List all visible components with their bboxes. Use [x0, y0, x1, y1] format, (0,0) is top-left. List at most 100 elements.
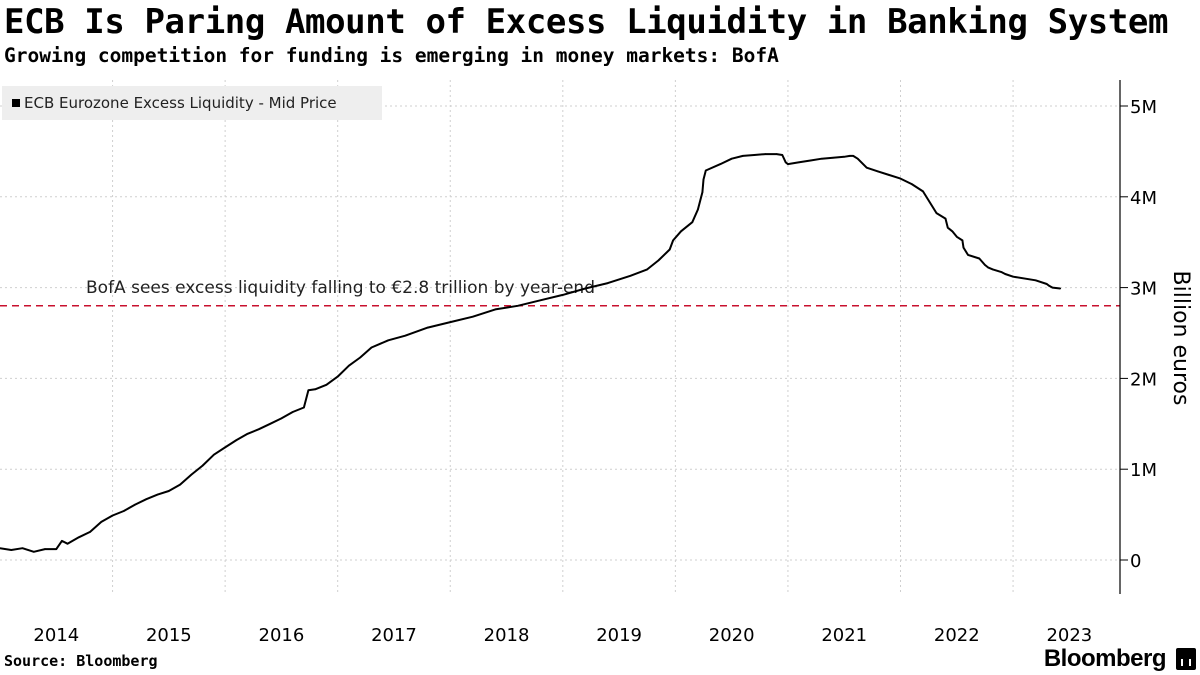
data-point — [701, 191, 704, 194]
data-point — [111, 514, 114, 517]
data-point — [992, 268, 994, 271]
data-point — [672, 239, 674, 242]
chart-title: ECB Is Paring Amount of Excess Liquidity… — [4, 2, 1169, 42]
data-point — [877, 170, 879, 173]
data-point — [931, 205, 933, 207]
data-point — [680, 230, 682, 233]
x-tick-label: 2015 — [146, 625, 192, 646]
data-point — [370, 346, 373, 349]
data-point — [1001, 271, 1003, 274]
legend-label: ECB Eurozone Excess Liquidity - Mid Pric… — [24, 94, 337, 112]
data-point — [764, 153, 767, 155]
data-point — [123, 510, 125, 512]
data-point — [224, 446, 226, 449]
data-point — [967, 254, 969, 256]
legend-swatch — [12, 99, 20, 107]
x-tick-label: 2020 — [709, 625, 755, 646]
bloomberg-logo: Bloomberg — [1043, 645, 1167, 672]
data-point — [494, 308, 497, 311]
data-point — [201, 464, 204, 467]
y-tick-label: 0 — [1130, 551, 1141, 572]
data-point — [145, 498, 148, 501]
data-point — [1046, 283, 1048, 285]
x-tick-label: 2017 — [371, 625, 417, 646]
x-tick-label: 2022 — [934, 625, 980, 646]
y-tick-label: 4M — [1130, 188, 1157, 209]
data-point — [809, 159, 812, 162]
data-point — [852, 155, 854, 157]
data-point — [66, 542, 69, 545]
data-point — [899, 177, 902, 180]
legend: ECB Eurozone Excess Liquidity - Mid Pric… — [2, 86, 382, 120]
bloomberg-terminal-icon — [1176, 648, 1196, 670]
data-point — [1012, 275, 1014, 278]
data-point — [562, 294, 564, 296]
series-group — [0, 153, 1062, 553]
data-point — [753, 154, 755, 156]
data-point — [348, 364, 350, 367]
data-point — [856, 157, 859, 160]
data-point — [719, 163, 722, 165]
data-point — [702, 178, 705, 181]
data-point — [1048, 285, 1050, 287]
data-point — [697, 208, 699, 211]
data-point — [213, 453, 215, 456]
data-point — [336, 375, 339, 378]
x-tick-label: 2021 — [821, 625, 867, 646]
data-point — [168, 490, 170, 492]
data-point — [956, 236, 958, 238]
data-point — [742, 155, 744, 157]
data-point — [426, 326, 429, 329]
x-tick-label: 2019 — [596, 625, 642, 646]
data-point — [258, 428, 260, 431]
x-tick-label: 2016 — [259, 625, 305, 646]
data-point — [325, 384, 328, 386]
data-point — [705, 169, 707, 172]
data-point — [100, 521, 103, 523]
data-point — [865, 166, 868, 169]
y-tick-label: 1M — [1130, 460, 1157, 481]
data-point — [781, 154, 784, 156]
data-point — [307, 389, 310, 392]
data-point — [787, 163, 789, 165]
data-point — [303, 406, 305, 409]
data-point — [961, 239, 964, 242]
x-tick-label: 2014 — [33, 625, 79, 646]
data-point — [629, 275, 632, 277]
data-point — [472, 315, 474, 318]
y-tick-label: 3M — [1130, 279, 1157, 300]
reference-line-group: BofA sees excess liquidity falling to €2… — [0, 278, 1120, 307]
data-point — [280, 417, 283, 420]
data-point — [21, 547, 24, 549]
data-point — [911, 183, 913, 185]
data-point — [235, 439, 238, 441]
data-point — [449, 321, 452, 323]
data-point — [944, 217, 947, 220]
data-point — [668, 248, 671, 251]
data-point — [646, 268, 648, 271]
data-point — [987, 266, 990, 269]
data-point — [978, 257, 981, 260]
y-tick-label: 2M — [1130, 369, 1157, 390]
data-point — [314, 388, 317, 391]
data-point — [775, 153, 778, 155]
data-point — [1051, 286, 1054, 289]
x-tick-label: 2023 — [1046, 625, 1092, 646]
axes: 0 1M 2M 3M 4M 5M 2014 2015 2016 2017 2018 2019 2020 2… — [33, 80, 1193, 646]
reference-line-label: BofA sees excess liquidity falling to €2… — [86, 278, 595, 298]
data-point — [820, 157, 823, 160]
data-point — [359, 356, 362, 359]
data-point — [922, 190, 924, 193]
data-point — [962, 246, 965, 249]
source-note: Source: Bloomberg — [4, 652, 158, 670]
data-point — [517, 305, 519, 307]
data-point — [44, 548, 46, 550]
data-point — [134, 503, 136, 506]
data-point — [984, 264, 986, 266]
data-point — [784, 161, 787, 164]
data-point — [657, 259, 660, 262]
data-point — [246, 433, 249, 435]
data-point — [55, 548, 58, 550]
data-point — [888, 174, 890, 176]
